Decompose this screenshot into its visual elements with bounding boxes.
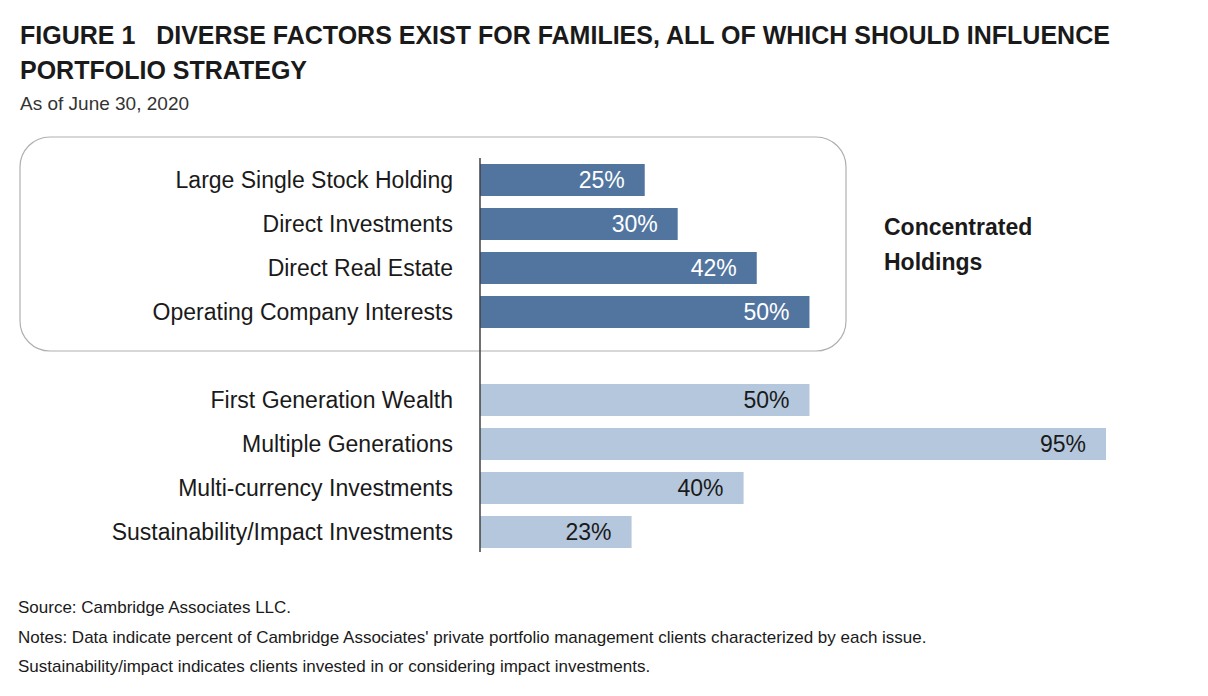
tick: Multiple Generations [242,431,453,457]
data-label: 40% [678,475,724,501]
bar [480,516,632,548]
bar [480,208,678,240]
tick-label: Multiple Generations [242,431,453,457]
data-label: 30% [612,211,658,237]
data-label: 95% [1040,431,1086,457]
tick-label: Large Single Stock Holding [176,167,453,193]
title: FIGURE 1 DIVERSE FACTORS EXIST FOR FAMIL… [20,21,1110,84]
bar [480,384,809,416]
tick: First Generation Wealth [211,387,453,413]
tick: Large Single Stock Holding [176,167,453,193]
tick: Operating Company Interests [153,299,453,325]
note: Sustainability/impact indicates clients … [18,657,650,676]
chart: FIGURE 1 DIVERSE FACTORS EXIST FOR FAMIL… [0,0,1208,696]
bar [480,252,757,284]
axis-line [479,158,481,552]
data-label: 25% [579,167,625,193]
bars [480,164,1106,548]
bar [480,428,1106,460]
source: Source: Cambridge Associates LLC. [18,598,291,617]
tick-label: Operating Company Interests [153,299,453,325]
category-axis: Large Single Stock Holding Direct Investm… [112,158,480,552]
tick: Direct Investments [263,211,453,237]
tick: Sustainability/Impact Investments [112,519,453,545]
data-label: 50% [743,387,789,413]
data-labels: 25%30%42%50%50%95%40%23% [566,167,1086,545]
bar [480,296,809,328]
tick-label: First Generation Wealth [211,387,453,413]
group-box [20,137,846,351]
data-label: 42% [691,255,737,281]
data-label: 50% [743,299,789,325]
bar [480,164,645,196]
tick-label: Sustainability/Impact Investments [112,519,453,545]
tick: Direct Real Estate [268,255,453,281]
data-label: 23% [566,519,612,545]
tick-label: Direct Investments [263,211,453,237]
annotation: ConcentratedHoldings [884,214,1032,275]
tick-label: Direct Real Estate [268,255,453,281]
subtitle: As of June 30, 2020 [20,93,189,114]
note: Notes: Data indicate percent of Cambridg… [18,628,927,647]
tick: Multi-currency Investments [178,475,453,501]
tick-label: Multi-currency Investments [178,475,453,501]
bar [480,472,744,504]
